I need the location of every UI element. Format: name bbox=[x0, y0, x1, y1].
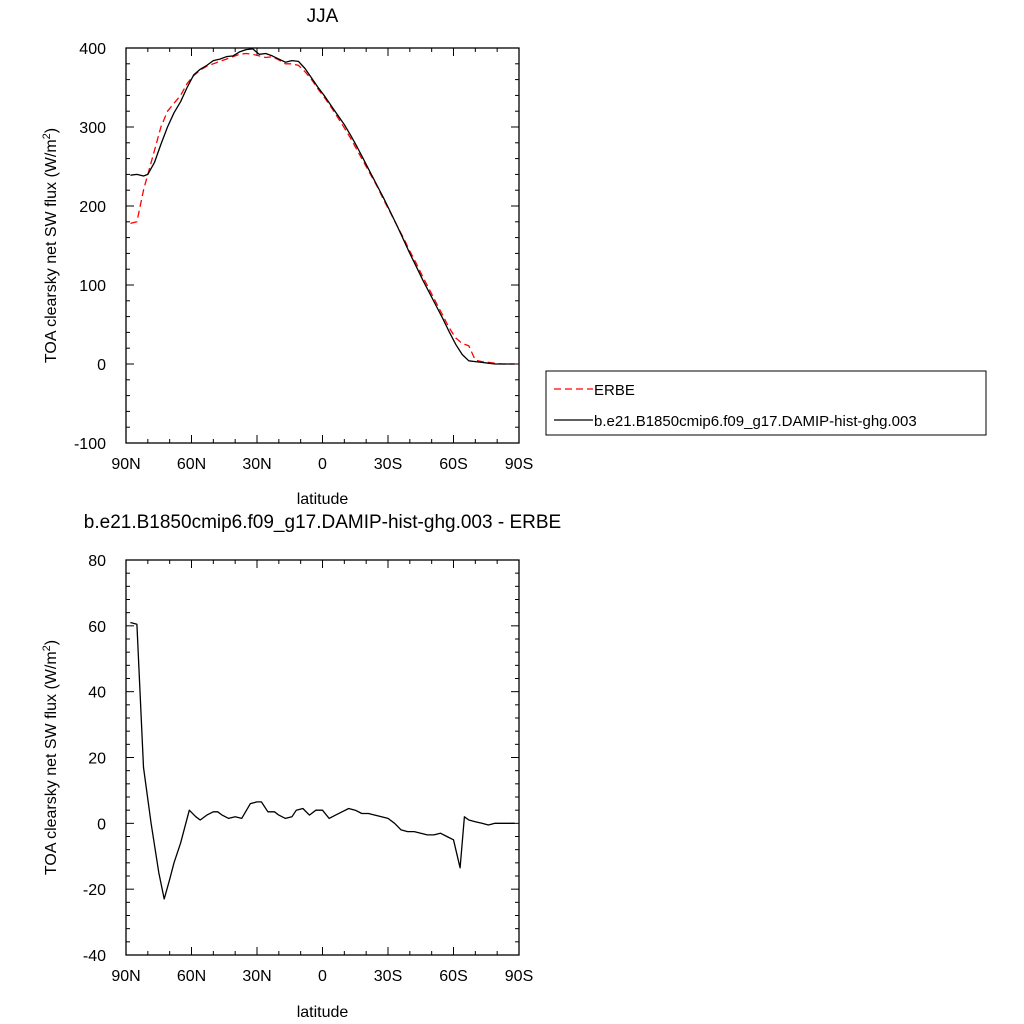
x-tick-label: 60S bbox=[439, 968, 467, 985]
x-tick-label: 90N bbox=[111, 968, 140, 985]
x-tick-label: 30S bbox=[374, 456, 402, 473]
y-tick-label: 100 bbox=[79, 278, 106, 295]
y-tick-label: -100 bbox=[74, 436, 106, 453]
x-tick-label: 60N bbox=[177, 456, 206, 473]
y-tick-label: -40 bbox=[83, 948, 106, 965]
plot-frame bbox=[125, 559, 520, 956]
x-tick-label: 30S bbox=[374, 968, 402, 985]
legend-label: ERBE bbox=[594, 382, 635, 399]
y-tick-label: -20 bbox=[83, 882, 106, 899]
x-tick-label: 90N bbox=[111, 456, 140, 473]
plot-frame bbox=[125, 47, 520, 444]
legend-box bbox=[545, 370, 987, 436]
x-tick-label: 0 bbox=[318, 456, 327, 473]
y-tick-label: 80 bbox=[88, 553, 106, 570]
y-axis-label-text: TOA clearsky net SW flux (W/m bbox=[43, 651, 60, 875]
x-tick-label: 90S bbox=[505, 968, 533, 985]
y-axis-label-superscript: 2 bbox=[41, 645, 53, 651]
x-tick-label: 30N bbox=[242, 456, 271, 473]
y-axis-label: TOA clearsky net SW flux (W/m2) bbox=[41, 640, 60, 875]
y-tick-label: 200 bbox=[79, 199, 106, 216]
y-axis-label-text: TOA clearsky net SW flux (W/m bbox=[43, 139, 60, 363]
series-line-model bbox=[130, 48, 515, 365]
x-tick-label: 60S bbox=[439, 456, 467, 473]
y-axis-label: TOA clearsky net SW flux (W/m2) bbox=[41, 128, 60, 363]
legend-label: b.e21.B1850cmip6.f09_g17.DAMIP-hist-ghg.… bbox=[594, 413, 917, 430]
series-line-erbe bbox=[130, 52, 515, 365]
y-tick-label: 0 bbox=[97, 357, 106, 374]
y-axis-label-close: ) bbox=[43, 128, 60, 133]
chart-legend: ERBE b.e21.B1850cmip6.f09_g17.DAMIP-hist-… bbox=[545, 370, 987, 436]
x-tick-label: 90S bbox=[505, 456, 533, 473]
y-tick-label: 40 bbox=[88, 685, 106, 702]
chart-title: b.e21.B1850cmip6.f09_g17.DAMIP-hist-ghg.… bbox=[84, 512, 561, 533]
y-tick-label: 0 bbox=[97, 816, 106, 833]
x-axis-label: latitude bbox=[297, 491, 349, 508]
chart-panel-2: b.e21.B1850cmip6.f09_g17.DAMIP-hist-ghg.… bbox=[41, 512, 561, 1021]
y-tick-label: 60 bbox=[88, 619, 106, 636]
x-axis-label: latitude bbox=[297, 1004, 349, 1021]
y-axis-label-superscript: 2 bbox=[41, 133, 53, 139]
x-tick-label: 30N bbox=[242, 968, 271, 985]
y-axis-label-close: ) bbox=[43, 640, 60, 645]
series-line-difference bbox=[130, 621, 515, 900]
y-tick-label: 300 bbox=[79, 120, 106, 137]
chart-panel-1: JJA 90N 60N 30N 0 30S 60S 90S -100 0 100 200 300 400 l… bbox=[41, 6, 987, 508]
chart-title: JJA bbox=[307, 6, 339, 27]
y-tick-label: 400 bbox=[79, 41, 106, 58]
y-tick-label: 20 bbox=[88, 751, 106, 768]
x-tick-label: 0 bbox=[318, 968, 327, 985]
x-tick-label: 60N bbox=[177, 968, 206, 985]
